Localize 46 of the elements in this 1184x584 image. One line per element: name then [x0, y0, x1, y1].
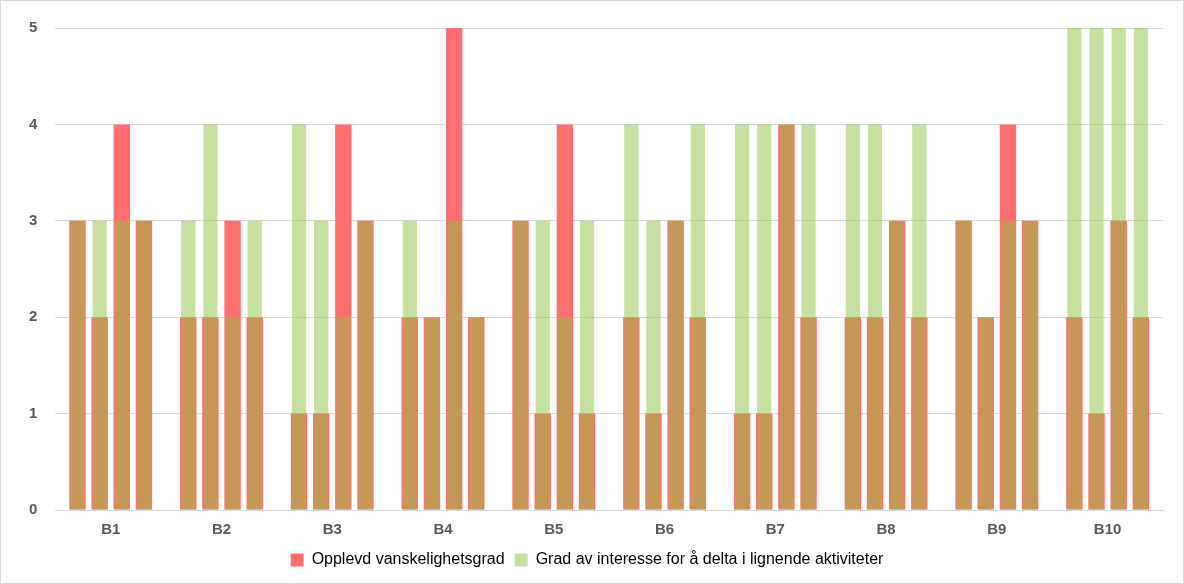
bar — [578, 413, 596, 510]
bar — [1066, 317, 1083, 510]
x-tick-label: B8 — [876, 520, 896, 538]
bar — [556, 124, 574, 510]
bar — [246, 317, 263, 510]
bar — [1110, 220, 1127, 510]
bar — [534, 413, 551, 510]
y-tick-label: 3 — [29, 210, 38, 228]
x-tick-label: B3 — [322, 520, 342, 538]
x-tick-label: B4 — [433, 520, 454, 538]
bar — [844, 317, 862, 510]
bar — [756, 413, 773, 510]
bar — [335, 124, 352, 510]
y-tick-label: 1 — [29, 403, 38, 421]
x-tick-label: B9 — [987, 520, 1007, 538]
bar — [91, 317, 108, 510]
x-tick-label: B7 — [765, 520, 785, 538]
bar — [290, 413, 308, 510]
x-tick-label: B5 — [544, 520, 564, 538]
bar — [1132, 317, 1150, 510]
y-tick-label: 5 — [29, 18, 38, 36]
bar — [866, 317, 884, 510]
x-tick-label: B10 — [1093, 520, 1122, 538]
bar — [733, 413, 751, 510]
legend-label: Opplevd vanskelighetsgrad — [311, 550, 505, 568]
bar — [401, 317, 418, 510]
bar — [1088, 413, 1105, 510]
bar — [623, 317, 640, 510]
bar — [180, 317, 197, 510]
bar — [911, 317, 928, 510]
y-tick-label: 2 — [29, 307, 38, 325]
bar — [202, 317, 219, 510]
y-tick-label: 4 — [29, 114, 38, 132]
bar — [645, 413, 662, 510]
bar — [224, 220, 241, 510]
x-tick-label: B2 — [211, 520, 232, 538]
bar — [800, 317, 817, 510]
bar — [113, 124, 130, 510]
y-tick-label: 0 — [29, 500, 38, 518]
bar — [999, 124, 1017, 510]
bar — [689, 317, 706, 510]
legend-label: Grad av interesse for å delta i lignende aktiviteter — [535, 550, 885, 568]
bar — [445, 28, 463, 510]
x-tick-label: B1 — [101, 520, 121, 538]
bar — [312, 413, 330, 510]
x-tick-label: B6 — [654, 520, 675, 538]
